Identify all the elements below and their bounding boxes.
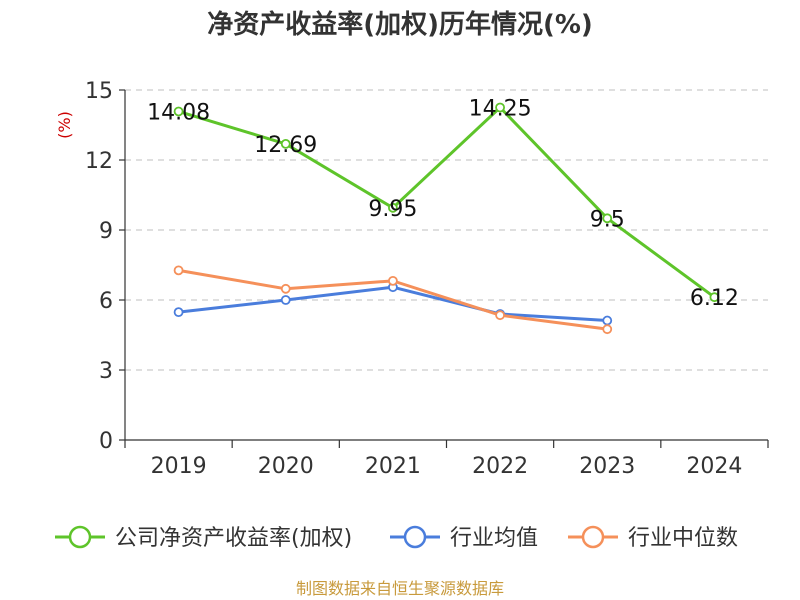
- data-label-2019: 14.08: [147, 100, 210, 125]
- legend-item-0[interactable]: 公司净资产收益率(加权): [55, 525, 352, 551]
- series-1-point-2023[interactable]: [602, 315, 613, 326]
- series-0-point-2021[interactable]: [388, 202, 398, 213]
- source-note: 制图数据来自恒生聚源数据库: [296, 579, 504, 598]
- series-line-0: [177, 106, 716, 299]
- x-tick-label-2021: 2021: [365, 454, 421, 479]
- legend-marker-icon: [403, 525, 427, 549]
- data-labels: 14.08 12.69 9.95 14.25 9.5 6.12: [147, 97, 739, 312]
- y-tick-label-3: 3: [99, 359, 113, 384]
- series-group: [173, 102, 720, 335]
- grid-lines: [125, 89, 768, 371]
- x-tick-label-2023: 2023: [579, 454, 635, 479]
- legend-label-0: 公司净资产收益率(加权): [115, 526, 352, 551]
- series-0-point-2024[interactable]: [709, 292, 720, 303]
- legend-label-2: 行业中位数: [628, 526, 738, 551]
- y-tick-label-15: 15: [85, 79, 113, 104]
- y-tick-label-12: 12: [85, 149, 113, 174]
- legend-marker-icon: [581, 525, 605, 549]
- series-2-point-2019[interactable]: [173, 265, 184, 276]
- data-label-2020: 12.69: [254, 133, 317, 158]
- y-tick-label-6: 6: [99, 289, 113, 314]
- series-1-point-2020[interactable]: [280, 295, 291, 305]
- series-0-point-2023[interactable]: [602, 213, 613, 224]
- x-tick-label-2022: 2022: [472, 454, 528, 479]
- axes: 0 3 6 9 12 15 2019 2020 2021 2022 2023 2024: [85, 79, 769, 479]
- legend-item-2[interactable]: 行业中位数: [568, 525, 738, 551]
- series-2-point-2021[interactable]: [388, 275, 398, 286]
- legend-item-1[interactable]: 行业均值: [390, 525, 538, 551]
- chart-title: 净资产收益率(加权)历年情况(%): [207, 9, 593, 40]
- series-0-point-2020[interactable]: [280, 138, 291, 149]
- legend: 公司净资产收益率(加权) 行业均值 行业中位数: [55, 525, 738, 551]
- series-2-point-2020[interactable]: [280, 283, 291, 294]
- legend-label-1: 行业均值: [450, 526, 538, 551]
- series-2-point-2022[interactable]: [495, 310, 505, 321]
- data-label-2024: 6.12: [690, 286, 739, 311]
- x-tick-label-2019: 2019: [151, 454, 207, 479]
- y-tick-label-0: 0: [99, 429, 113, 454]
- x-tick-label-2020: 2020: [258, 454, 314, 479]
- series-line-1: [177, 285, 609, 323]
- series-0-point-2019[interactable]: [173, 106, 184, 117]
- data-label-2021: 9.95: [368, 197, 417, 222]
- legend-marker-icon: [68, 525, 92, 549]
- series-0-point-2022[interactable]: [495, 102, 505, 113]
- data-label-2022: 14.25: [469, 97, 532, 122]
- series-2-point-2023[interactable]: [602, 324, 613, 335]
- series-1-point-2019[interactable]: [173, 307, 184, 318]
- data-label-2023: 9.5: [590, 207, 625, 232]
- y-axis-label: (%): [55, 111, 74, 139]
- y-tick-label-9: 9: [99, 219, 113, 244]
- x-tick-label-2024: 2024: [686, 454, 742, 479]
